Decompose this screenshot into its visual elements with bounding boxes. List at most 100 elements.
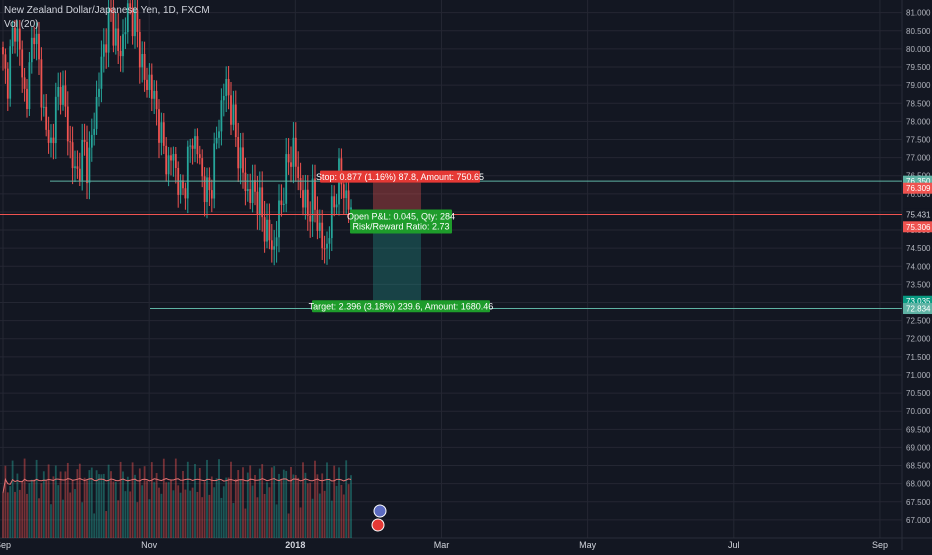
candle-body	[345, 190, 348, 199]
candle-body	[232, 104, 235, 125]
volume-bar	[326, 462, 328, 538]
candle-body	[261, 187, 264, 218]
price-tick-label: 68.000	[906, 480, 931, 489]
event-icon[interactable]	[373, 504, 387, 518]
stop-label[interactable]: Stop: 0.877 (1.16%) 87.8, Amount: 750.65	[316, 172, 484, 182]
volume-bar	[261, 464, 264, 538]
volume-bar	[198, 467, 201, 538]
symbol-title[interactable]: New Zealand Dollar/Japanese Yen, 1D, FXC…	[4, 5, 210, 16]
candle-body	[302, 190, 304, 208]
volume-bar	[170, 480, 172, 538]
price-tick-label: 74.000	[906, 262, 931, 271]
time-tick-label: Jul	[728, 540, 740, 550]
candle-body	[148, 74, 151, 90]
time-tick-label: Sep	[0, 540, 11, 550]
volume-bar	[165, 482, 168, 538]
volume-bar	[9, 486, 12, 538]
volume-bar	[177, 485, 180, 538]
time-tick-label: Sep	[872, 540, 888, 550]
volume-bar	[196, 491, 199, 538]
volume-bar	[23, 458, 26, 538]
volume-bar	[2, 493, 4, 538]
volume-bar	[350, 475, 352, 538]
candle-body	[251, 180, 254, 203]
volume-bar	[81, 502, 84, 538]
volume-bar	[347, 484, 350, 538]
candle-body	[186, 146, 189, 199]
volume-bar	[107, 464, 110, 538]
volume-bar	[297, 477, 300, 538]
candle-body	[278, 200, 280, 238]
volume-bar	[28, 483, 31, 538]
candle-body	[21, 49, 24, 78]
candle-body	[47, 129, 50, 143]
price-tick-label: 72.500	[906, 317, 931, 326]
volume-bar	[100, 474, 103, 538]
candle-body	[14, 27, 16, 42]
candle-body	[285, 154, 288, 204]
event-icon[interactable]	[371, 518, 385, 532]
stop-label-box[interactable]	[320, 170, 480, 183]
candle-body	[9, 46, 12, 99]
volume-bar	[179, 492, 182, 538]
volume-bar	[18, 489, 21, 538]
candle-body	[222, 95, 225, 101]
price-axis-highlight-label: 76.309	[906, 184, 931, 193]
price-tick-label: 80.500	[906, 27, 931, 36]
volume-bar	[242, 467, 244, 538]
volume-bar	[141, 485, 144, 538]
volume-bar	[318, 493, 321, 538]
candle-body	[306, 189, 309, 216]
candle-body	[170, 155, 172, 161]
volume-bar	[201, 497, 204, 538]
candle-body	[78, 168, 81, 181]
candle-body	[210, 190, 213, 199]
volume-bar	[258, 468, 261, 538]
candle-body	[294, 137, 297, 167]
volume-bar	[270, 467, 273, 538]
candle-body	[184, 188, 187, 199]
volume-bar	[246, 472, 249, 538]
candle-body	[314, 178, 316, 210]
pnl-label-box[interactable]	[350, 209, 452, 234]
target-label[interactable]: Target: 2.396 (3.18%) 239.6, Amount: 168…	[309, 302, 494, 312]
candle-body	[23, 77, 26, 89]
volume-bar	[86, 480, 88, 538]
candle-body	[244, 172, 247, 192]
candle-body	[328, 238, 331, 244]
candle-body	[326, 243, 328, 249]
volume-bar	[93, 513, 96, 538]
candle-body	[83, 139, 86, 142]
candle-body	[131, 7, 134, 37]
volume-bar	[33, 479, 36, 538]
candle-body	[26, 88, 28, 109]
volume-bar	[225, 477, 228, 538]
target-label-box[interactable]	[312, 300, 490, 313]
volume-bar	[251, 485, 254, 538]
volume-bar	[4, 465, 7, 538]
pnl-label[interactable]: Open P&L: 0.045, Qty: 284	[347, 211, 455, 221]
candle-body	[323, 248, 326, 250]
price-axis-highlight-label: 75.306	[906, 223, 931, 232]
volume-bar	[64, 471, 67, 538]
volume-bar	[280, 479, 283, 538]
volume-bar	[239, 479, 242, 538]
candle-body	[57, 86, 60, 97]
volume-bar	[150, 462, 153, 538]
volume-bar	[222, 486, 225, 538]
volume-bar	[110, 471, 112, 538]
position-stop-zone[interactable]	[373, 182, 421, 215]
candle-body	[237, 137, 240, 169]
volume-bar	[40, 483, 43, 538]
volume-bar	[88, 470, 91, 538]
volume-bar	[218, 459, 220, 538]
candle-body	[220, 100, 223, 132]
risk-reward-label[interactable]: Risk/Reward Ratio: 2.73	[352, 221, 449, 231]
candle-body	[203, 176, 206, 203]
volume-indicator-label[interactable]: Vol (20)	[4, 19, 39, 30]
volume-bar	[42, 471, 45, 538]
price-tick-label: 79.500	[906, 63, 931, 72]
volume-bar	[105, 511, 108, 538]
